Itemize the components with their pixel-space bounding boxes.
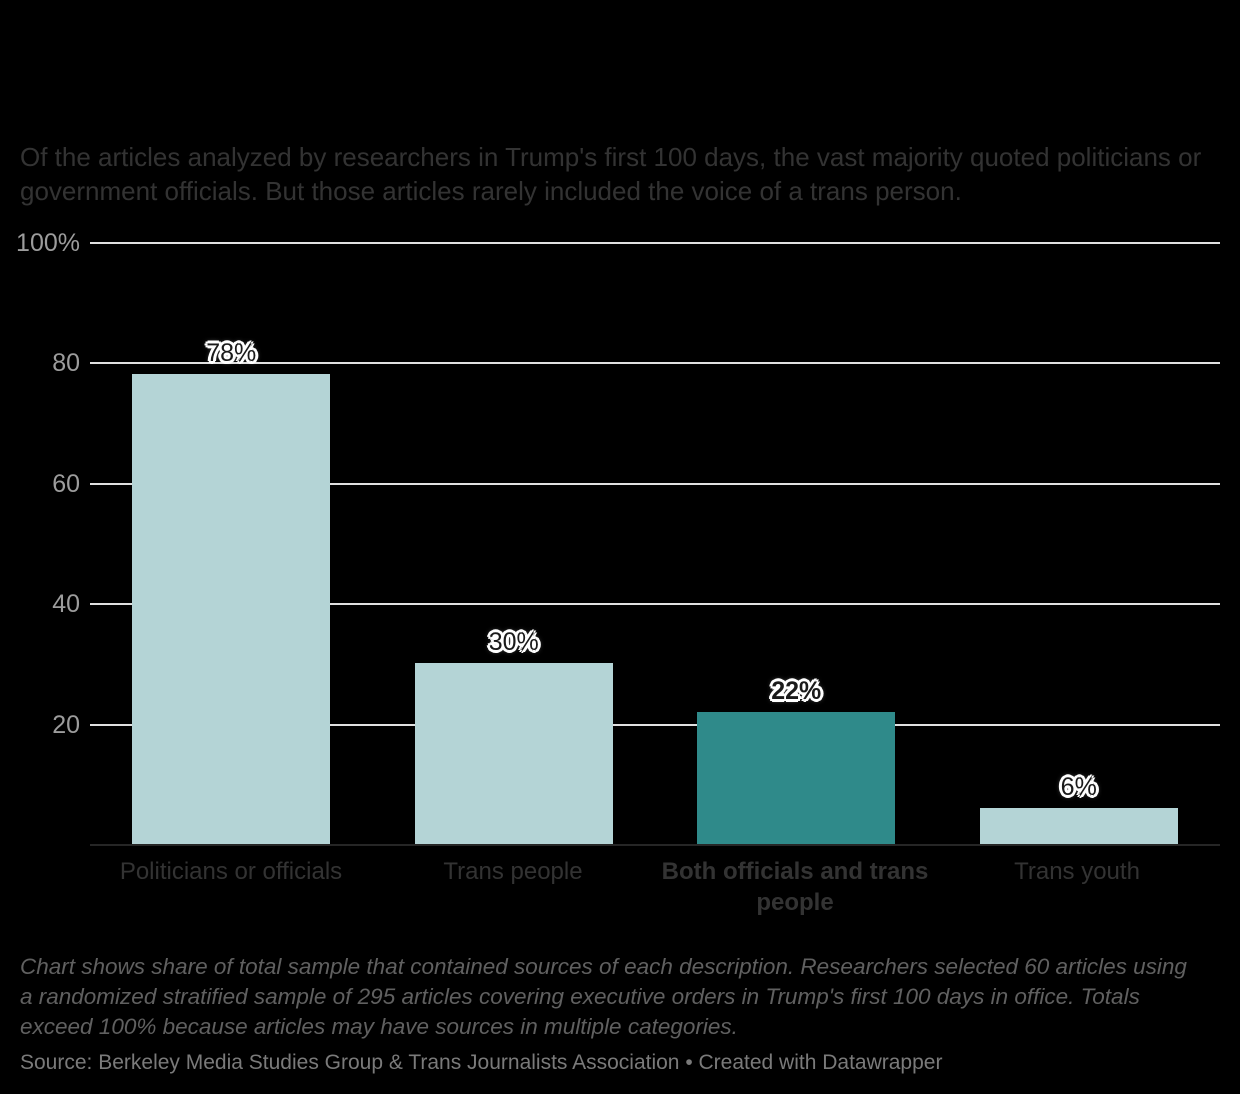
- gridline-100: [90, 242, 1220, 244]
- y-tick-label: 20: [52, 710, 80, 739]
- y-tick-label: 40: [52, 590, 80, 619]
- value-label: 6%: [1060, 772, 1097, 801]
- x-axis-baseline: [90, 844, 1220, 846]
- value-label: 78%: [206, 339, 257, 368]
- gridline-80: [90, 362, 1220, 365]
- bar-4: [979, 807, 1178, 844]
- gridline-60: [90, 482, 1220, 485]
- bar-1: [132, 374, 331, 844]
- chart-description: Of the articles analyzed by researchers …: [20, 142, 1202, 206]
- value-label: 30%: [488, 628, 539, 657]
- gridline-20: [90, 723, 1220, 726]
- x-axis-label: Politicians or officials: [119, 858, 343, 885]
- y-tick-label: 80: [52, 349, 80, 378]
- y-tick-label: 60: [52, 469, 80, 498]
- x-axis-label: Trans people: [443, 858, 583, 885]
- gridline-40: [90, 603, 1220, 606]
- bar-3: [697, 711, 896, 844]
- chart-note: Chart shows share of total sample that c…: [20, 954, 1187, 1039]
- y-tick-label: 100%: [16, 229, 80, 257]
- plot-area: 100% 80 60 40 20 78% 30% 22% 6%: [0, 229, 1240, 846]
- value-label: 22%: [771, 676, 822, 705]
- x-axis: Politicians or officials Trans people Both…: [90, 845, 1220, 918]
- x-axis-label: Trans youth: [1014, 858, 1140, 885]
- bar-2: [414, 663, 613, 844]
- chart-source: Source: Berkeley Media Studies Group & T…: [20, 1051, 943, 1074]
- x-axis-label: Both officials and trans people: [661, 858, 929, 916]
